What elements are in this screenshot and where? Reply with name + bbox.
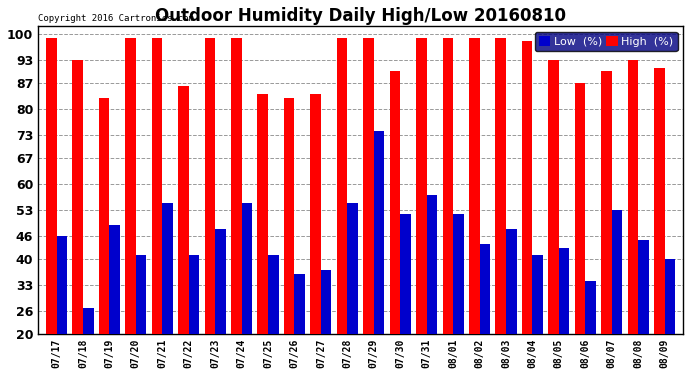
Bar [363, 38, 374, 334]
Text: Copyright 2016 Cartronics.com: Copyright 2016 Cartronics.com [38, 14, 194, 23]
Bar [495, 38, 506, 334]
Bar [241, 202, 252, 334]
Bar [416, 38, 426, 334]
Bar [506, 229, 517, 334]
Bar [601, 72, 611, 334]
Bar [136, 255, 146, 334]
Bar [549, 60, 559, 334]
Bar [426, 195, 437, 334]
Bar [627, 60, 638, 334]
Bar [152, 38, 162, 334]
Bar [533, 255, 543, 334]
Bar [310, 94, 321, 334]
Bar [215, 229, 226, 334]
Bar [337, 38, 347, 334]
Bar [189, 255, 199, 334]
Bar [126, 38, 136, 334]
Bar [638, 240, 649, 334]
Bar [400, 214, 411, 334]
Bar [178, 87, 189, 334]
Bar [390, 72, 400, 334]
Bar [162, 202, 173, 334]
Bar [522, 42, 533, 334]
Bar [72, 60, 83, 334]
Bar [57, 236, 67, 334]
Bar [654, 68, 664, 334]
Bar [585, 281, 596, 334]
Bar [321, 270, 331, 334]
Bar [46, 38, 57, 334]
Bar [559, 248, 569, 334]
Bar [469, 38, 480, 334]
Bar [110, 225, 120, 334]
Bar [575, 83, 585, 334]
Legend: Low  (%), High  (%): Low (%), High (%) [535, 32, 678, 51]
Bar [295, 274, 305, 334]
Bar [257, 94, 268, 334]
Bar [268, 255, 279, 334]
Bar [99, 98, 110, 334]
Bar [347, 202, 358, 334]
Bar [611, 210, 622, 334]
Bar [453, 214, 464, 334]
Bar [442, 38, 453, 334]
Bar [284, 98, 295, 334]
Title: Outdoor Humidity Daily High/Low 20160810: Outdoor Humidity Daily High/Low 20160810 [155, 7, 566, 25]
Bar [480, 244, 490, 334]
Bar [83, 308, 94, 334]
Bar [205, 38, 215, 334]
Bar [664, 259, 675, 334]
Bar [374, 132, 384, 334]
Bar [231, 38, 241, 334]
